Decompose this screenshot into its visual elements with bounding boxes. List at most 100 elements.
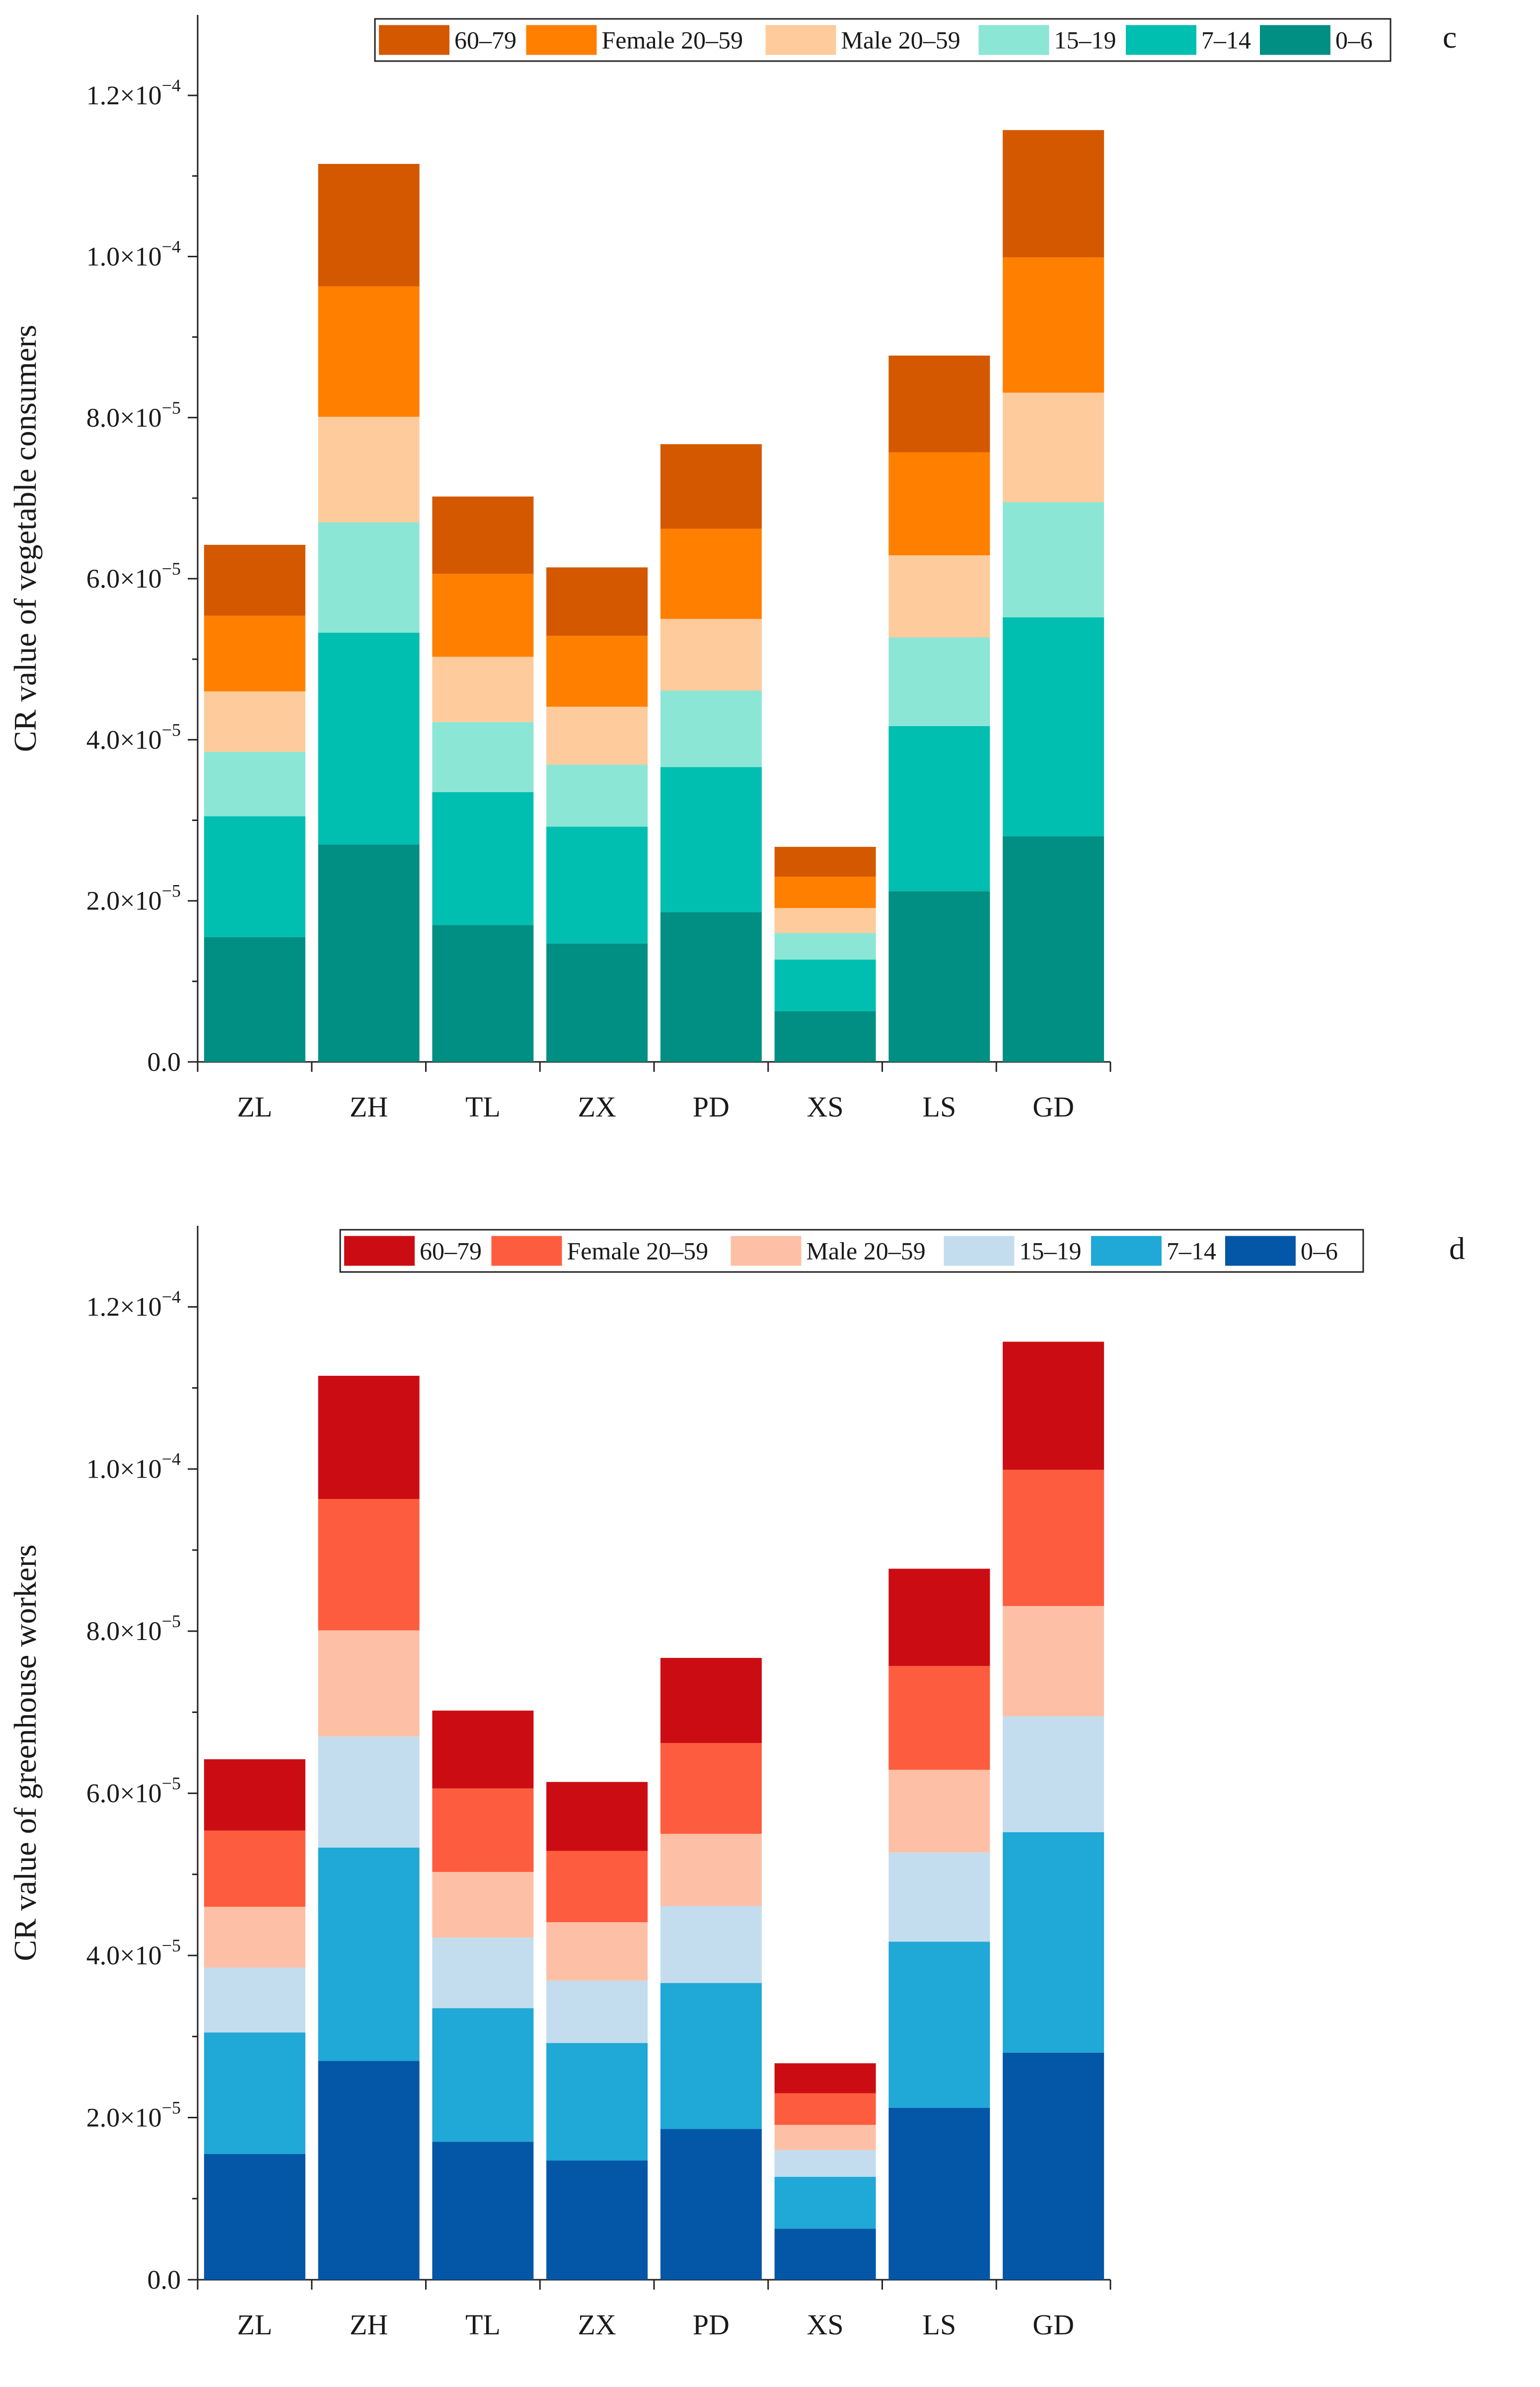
bar-segment-gd-female-20-59	[1003, 1470, 1104, 1606]
legend-swatch	[765, 25, 836, 55]
y-axis-title: CR value of greenhouse workers	[7, 1545, 43, 1961]
bar-segment-zl-female-20-59	[204, 615, 305, 692]
bar-segment-xs-male-20-59	[774, 2125, 876, 2150]
bar-segment-ls-male-20-59	[888, 555, 990, 638]
bar-segment-zh-60-79	[318, 163, 420, 287]
bar-segment-zx-60-79	[546, 1782, 648, 1851]
bar-segment-pd-female-20-59	[660, 528, 762, 619]
legend-swatch	[1091, 1236, 1162, 1266]
bar-segment-zl-male-20-59	[204, 1907, 305, 1968]
bar-segment-xs-female-20-59	[774, 877, 876, 908]
legend-swatch	[1126, 25, 1196, 55]
legend-label: 15–19	[1054, 26, 1116, 54]
bar-segment-xs-male-20-59	[774, 908, 876, 933]
legend-swatch	[978, 25, 1049, 55]
legend-label: 60–79	[420, 1237, 482, 1265]
y-tick-label: 6.0×10−5	[86, 559, 181, 594]
bar-segment-zl-0-6	[204, 937, 305, 1062]
y-tick-label: 1.0×10−4	[86, 1449, 181, 1484]
y-tick-label: 0.0	[147, 1047, 181, 1077]
bar-segment-gd-7-14	[1003, 1832, 1104, 2053]
bar-segment-pd-male-20-59	[660, 1834, 762, 1906]
bar-segment-tl-60-79	[432, 496, 534, 574]
bar-segment-tl-60-79	[432, 1711, 534, 1789]
x-tick-label: PD	[693, 1091, 730, 1123]
bar-segment-zx-60-79	[546, 567, 648, 636]
x-tick-label: ZL	[237, 2309, 272, 2341]
bar-segment-gd-60-79	[1003, 1342, 1104, 1470]
bar-segment-zx-0-6	[546, 943, 648, 1062]
bar-segment-gd-male-20-59	[1003, 392, 1104, 503]
bar-segment-xs-7-14	[774, 960, 876, 1011]
bar-segment-gd-female-20-59	[1003, 257, 1104, 393]
bar-segment-zx-15-19	[546, 1980, 648, 2043]
bar-segment-zh-15-19	[318, 522, 420, 633]
bar-segment-ls-female-20-59	[888, 452, 990, 556]
bar-segment-zl-male-20-59	[204, 691, 305, 752]
bar-segment-xs-15-19	[774, 933, 876, 960]
x-tick-label: ZX	[578, 2309, 616, 2341]
legend-label: 60–79	[454, 26, 516, 54]
legend-swatch	[344, 1236, 415, 1266]
bar-segment-gd-60-79	[1003, 130, 1104, 258]
bar-segment-xs-15-19	[774, 2150, 876, 2177]
y-tick-label: 1.2×10−4	[86, 1287, 181, 1322]
bar-segment-xs-female-20-59	[774, 2093, 876, 2125]
bar-segment-zh-7-14	[318, 632, 420, 845]
bar-segment-pd-0-6	[660, 912, 762, 1062]
bar-segment-zh-male-20-59	[318, 417, 420, 522]
bar-segment-zl-7-14	[204, 816, 305, 937]
bar-segment-ls-15-19	[888, 1852, 990, 1942]
bar-segment-zh-0-6	[318, 844, 420, 1062]
legend-label: Male 20–59	[807, 1237, 926, 1265]
bar-segment-pd-60-79	[660, 444, 762, 529]
bar-segment-xs-0-6	[774, 2229, 876, 2280]
bar-segment-ls-0-6	[888, 891, 990, 1062]
bar-segment-zx-male-20-59	[546, 706, 648, 765]
bar-segment-zx-15-19	[546, 764, 648, 827]
legend-label: Female 20–59	[567, 1237, 709, 1265]
bar-segment-pd-0-6	[660, 2129, 762, 2280]
legend-swatch	[379, 25, 449, 55]
legend-label: Male 20–59	[841, 26, 960, 54]
bar-segment-zx-7-14	[546, 2043, 648, 2161]
legend-label: 7–14	[1201, 26, 1251, 54]
bar-segment-ls-female-20-59	[888, 1666, 990, 1770]
bar-segment-tl-7-14	[432, 792, 534, 925]
legend: 60–79 Female 20–59 Male 20–59 15–19 7–14 0–6	[374, 18, 1392, 62]
chart-panel-d: 0.0 2.0×10−5 4.0×10−5 6.0×10−5 8.0×10−5 1.0×1…	[7, 1226, 1465, 2341]
legend-label: 0–6	[1301, 1237, 1338, 1265]
x-tick-label: LS	[923, 1091, 956, 1123]
bar-segment-zl-0-6	[204, 2154, 305, 2280]
bar-segment-zh-7-14	[318, 1847, 420, 2061]
bar-segment-tl-female-20-59	[432, 574, 534, 657]
bar-segment-gd-15-19	[1003, 502, 1104, 617]
y-tick-label: 6.0×10−5	[86, 1774, 181, 1808]
legend-label: Female 20–59	[602, 26, 743, 54]
y-axis-title: CR value of vegetable consumers	[7, 325, 43, 752]
bar-segment-zx-7-14	[546, 826, 648, 944]
panel-letter: d	[1449, 1231, 1465, 1266]
bar-segment-pd-7-14	[660, 1983, 762, 2129]
legend-label: 15–19	[1020, 1237, 1082, 1265]
y-tick-label: 8.0×10−5	[86, 398, 181, 433]
x-tick-label: PD	[693, 2309, 730, 2341]
legend-swatch	[1260, 25, 1330, 55]
x-tick-label: ZH	[350, 2309, 388, 2341]
y-tick-label: 4.0×10−5	[86, 1936, 181, 1970]
bar-segment-gd-15-19	[1003, 1716, 1104, 1832]
bar-segment-zx-female-20-59	[546, 636, 648, 707]
bar-segment-tl-7-14	[432, 2008, 534, 2142]
y-tick-label: 0.0	[147, 2265, 181, 2295]
bar-segment-pd-60-79	[660, 1658, 762, 1743]
bar-segment-tl-15-19	[432, 1938, 534, 2009]
panel-letter: c	[1443, 19, 1457, 55]
bar-segment-pd-male-20-59	[660, 619, 762, 691]
x-tick-label: ZL	[237, 1091, 272, 1123]
bar-segment-pd-female-20-59	[660, 1743, 762, 1834]
bar-segment-tl-0-6	[432, 2142, 534, 2280]
bar-segment-xs-60-79	[774, 847, 876, 877]
bar-segment-zl-60-79	[204, 1759, 305, 1831]
bar-segment-ls-7-14	[888, 1941, 990, 2108]
bar-segment-tl-0-6	[432, 925, 534, 1062]
